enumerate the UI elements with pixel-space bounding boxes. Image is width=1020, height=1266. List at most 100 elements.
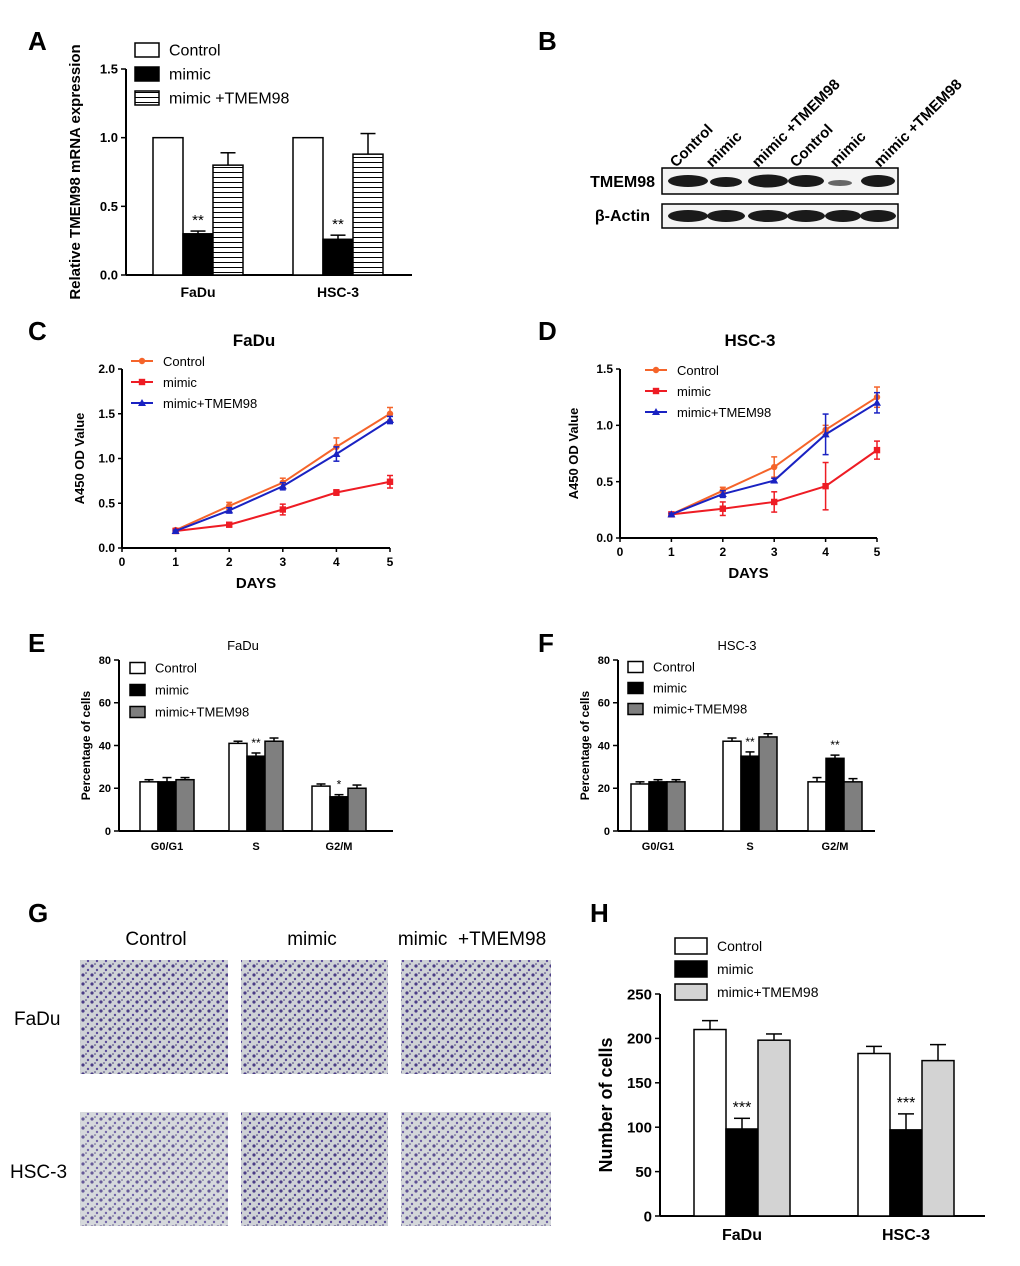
y-tick-label: 60 xyxy=(99,698,111,710)
legend-label: mimic xyxy=(717,961,754,977)
bar xyxy=(182,233,214,276)
y-axis-label: Number of cells xyxy=(596,1037,616,1172)
x-category-label: G0/G1 xyxy=(151,841,183,853)
bar xyxy=(825,757,845,832)
legend-swatch xyxy=(627,702,644,716)
panel-label-d: D xyxy=(538,316,557,346)
significance-label: * xyxy=(337,778,342,792)
y-tick-label: 1.0 xyxy=(596,419,613,433)
data-point xyxy=(771,463,778,471)
bar xyxy=(139,781,159,832)
transwell-image-hsc3-mimic xyxy=(241,1112,388,1226)
y-tick-label: 20 xyxy=(598,783,610,795)
chart-f-hsc3-cell-cycle: 0 20 40 60 80 Percentage of cells G0/G1 S G2/M **… xyxy=(578,638,875,853)
bar xyxy=(175,778,195,832)
data-point xyxy=(333,489,340,496)
bar xyxy=(807,781,827,832)
bar xyxy=(921,1059,955,1217)
x-tick-label: 4 xyxy=(333,555,340,569)
significance-label: ** xyxy=(251,736,261,750)
data-point xyxy=(873,446,881,454)
transwell-row-label: HSC-3 xyxy=(10,1162,67,1183)
y-tick-label: 250 xyxy=(627,986,652,1003)
data-point xyxy=(278,482,287,490)
x-tick-label: 1 xyxy=(172,555,179,569)
x-tick-label: 2 xyxy=(226,555,233,569)
y-tick-label: 100 xyxy=(627,1119,652,1136)
bar xyxy=(347,787,367,832)
bar xyxy=(648,781,668,832)
panel-label-f: F xyxy=(538,628,554,658)
y-tick-label: 20 xyxy=(99,783,111,795)
bar xyxy=(352,153,384,276)
chart-a-mrna-expression: 0.0 0.5 1.0 1.5 Relative TMEM98 mRNA express… xyxy=(67,42,412,300)
x-tick-label: 0 xyxy=(119,555,126,569)
x-category-label: S xyxy=(252,841,259,853)
y-tick-label: 1.5 xyxy=(596,362,613,376)
y-tick-label: 0.0 xyxy=(100,268,118,283)
bar xyxy=(843,781,863,832)
bar xyxy=(264,740,284,832)
legend-swatch xyxy=(129,661,146,675)
data-point xyxy=(652,387,660,395)
x-tick-label: 0 xyxy=(617,545,624,559)
legend-label: mimic xyxy=(155,683,189,698)
blot-row-label: β-Actin xyxy=(595,208,650,225)
x-category-label: FaDu xyxy=(181,284,216,300)
y-tick-label: 0 xyxy=(604,826,610,838)
bar xyxy=(329,796,349,832)
significance-label: ** xyxy=(745,735,755,749)
legend-swatch xyxy=(129,683,146,697)
panel-label-g: G xyxy=(28,898,48,928)
x-tick-label: 3 xyxy=(279,555,286,569)
legend-swatch xyxy=(674,960,708,978)
chart-title: FaDu xyxy=(227,638,259,653)
legend-label: Control xyxy=(653,660,695,675)
y-axis-label: Percentage of cells xyxy=(79,690,93,800)
bar xyxy=(311,785,331,832)
x-category-label: FaDu xyxy=(722,1227,762,1244)
legend-label: Control xyxy=(717,938,762,954)
significance-label: ** xyxy=(830,738,840,752)
bar xyxy=(889,1129,923,1217)
western-blot: Control mimic mimic +TMEM98 Control mimi… xyxy=(590,76,966,229)
blot-bands-tmem98 xyxy=(668,174,895,188)
legend-swatch xyxy=(129,705,146,719)
bar xyxy=(693,1028,727,1217)
chart-title: FaDu xyxy=(233,331,276,350)
data-point xyxy=(226,521,233,528)
y-tick-label: 40 xyxy=(598,740,610,752)
y-axis-label: A450 OD Value xyxy=(566,408,581,500)
data-point xyxy=(225,506,234,514)
data-point xyxy=(771,498,778,506)
data-point xyxy=(332,450,341,458)
y-tick-label: 0.5 xyxy=(100,199,118,214)
chart-title: HSC-3 xyxy=(717,638,756,653)
bar xyxy=(740,755,760,832)
x-axis-label: DAYS xyxy=(728,565,768,582)
legend-label: mimic+TMEM98 xyxy=(717,984,819,1000)
blot-lane-label: mimic +TMEM98 xyxy=(871,76,966,171)
panel-label-h: H xyxy=(590,898,609,928)
bar xyxy=(857,1052,891,1217)
x-axis-label: DAYS xyxy=(236,575,276,592)
chart-h-cell-count: 0 50 100 150 200 250 Number of cells FaDu HSC-3 *… xyxy=(596,937,985,1244)
legend-swatch xyxy=(627,681,644,695)
legend-label: mimic+TMEM98 xyxy=(155,705,249,720)
legend-label: mimic xyxy=(169,67,211,84)
y-axis-label: Relative TMEM98 mRNA expression xyxy=(67,44,84,299)
significance-label: *** xyxy=(897,1095,916,1112)
y-tick-label: 200 xyxy=(627,1031,652,1048)
data-point xyxy=(386,478,394,485)
x-category-label: G2/M xyxy=(822,841,849,853)
y-tick-label: 1.5 xyxy=(98,407,115,421)
legend-label: Control xyxy=(155,661,197,676)
data-point xyxy=(873,398,881,406)
legend-swatch xyxy=(134,90,160,106)
data-point xyxy=(667,510,676,518)
data-point xyxy=(770,476,779,484)
x-category-label: S xyxy=(746,841,753,853)
transwell-image-fadu-control xyxy=(80,960,228,1074)
legend-swatch xyxy=(674,937,708,955)
